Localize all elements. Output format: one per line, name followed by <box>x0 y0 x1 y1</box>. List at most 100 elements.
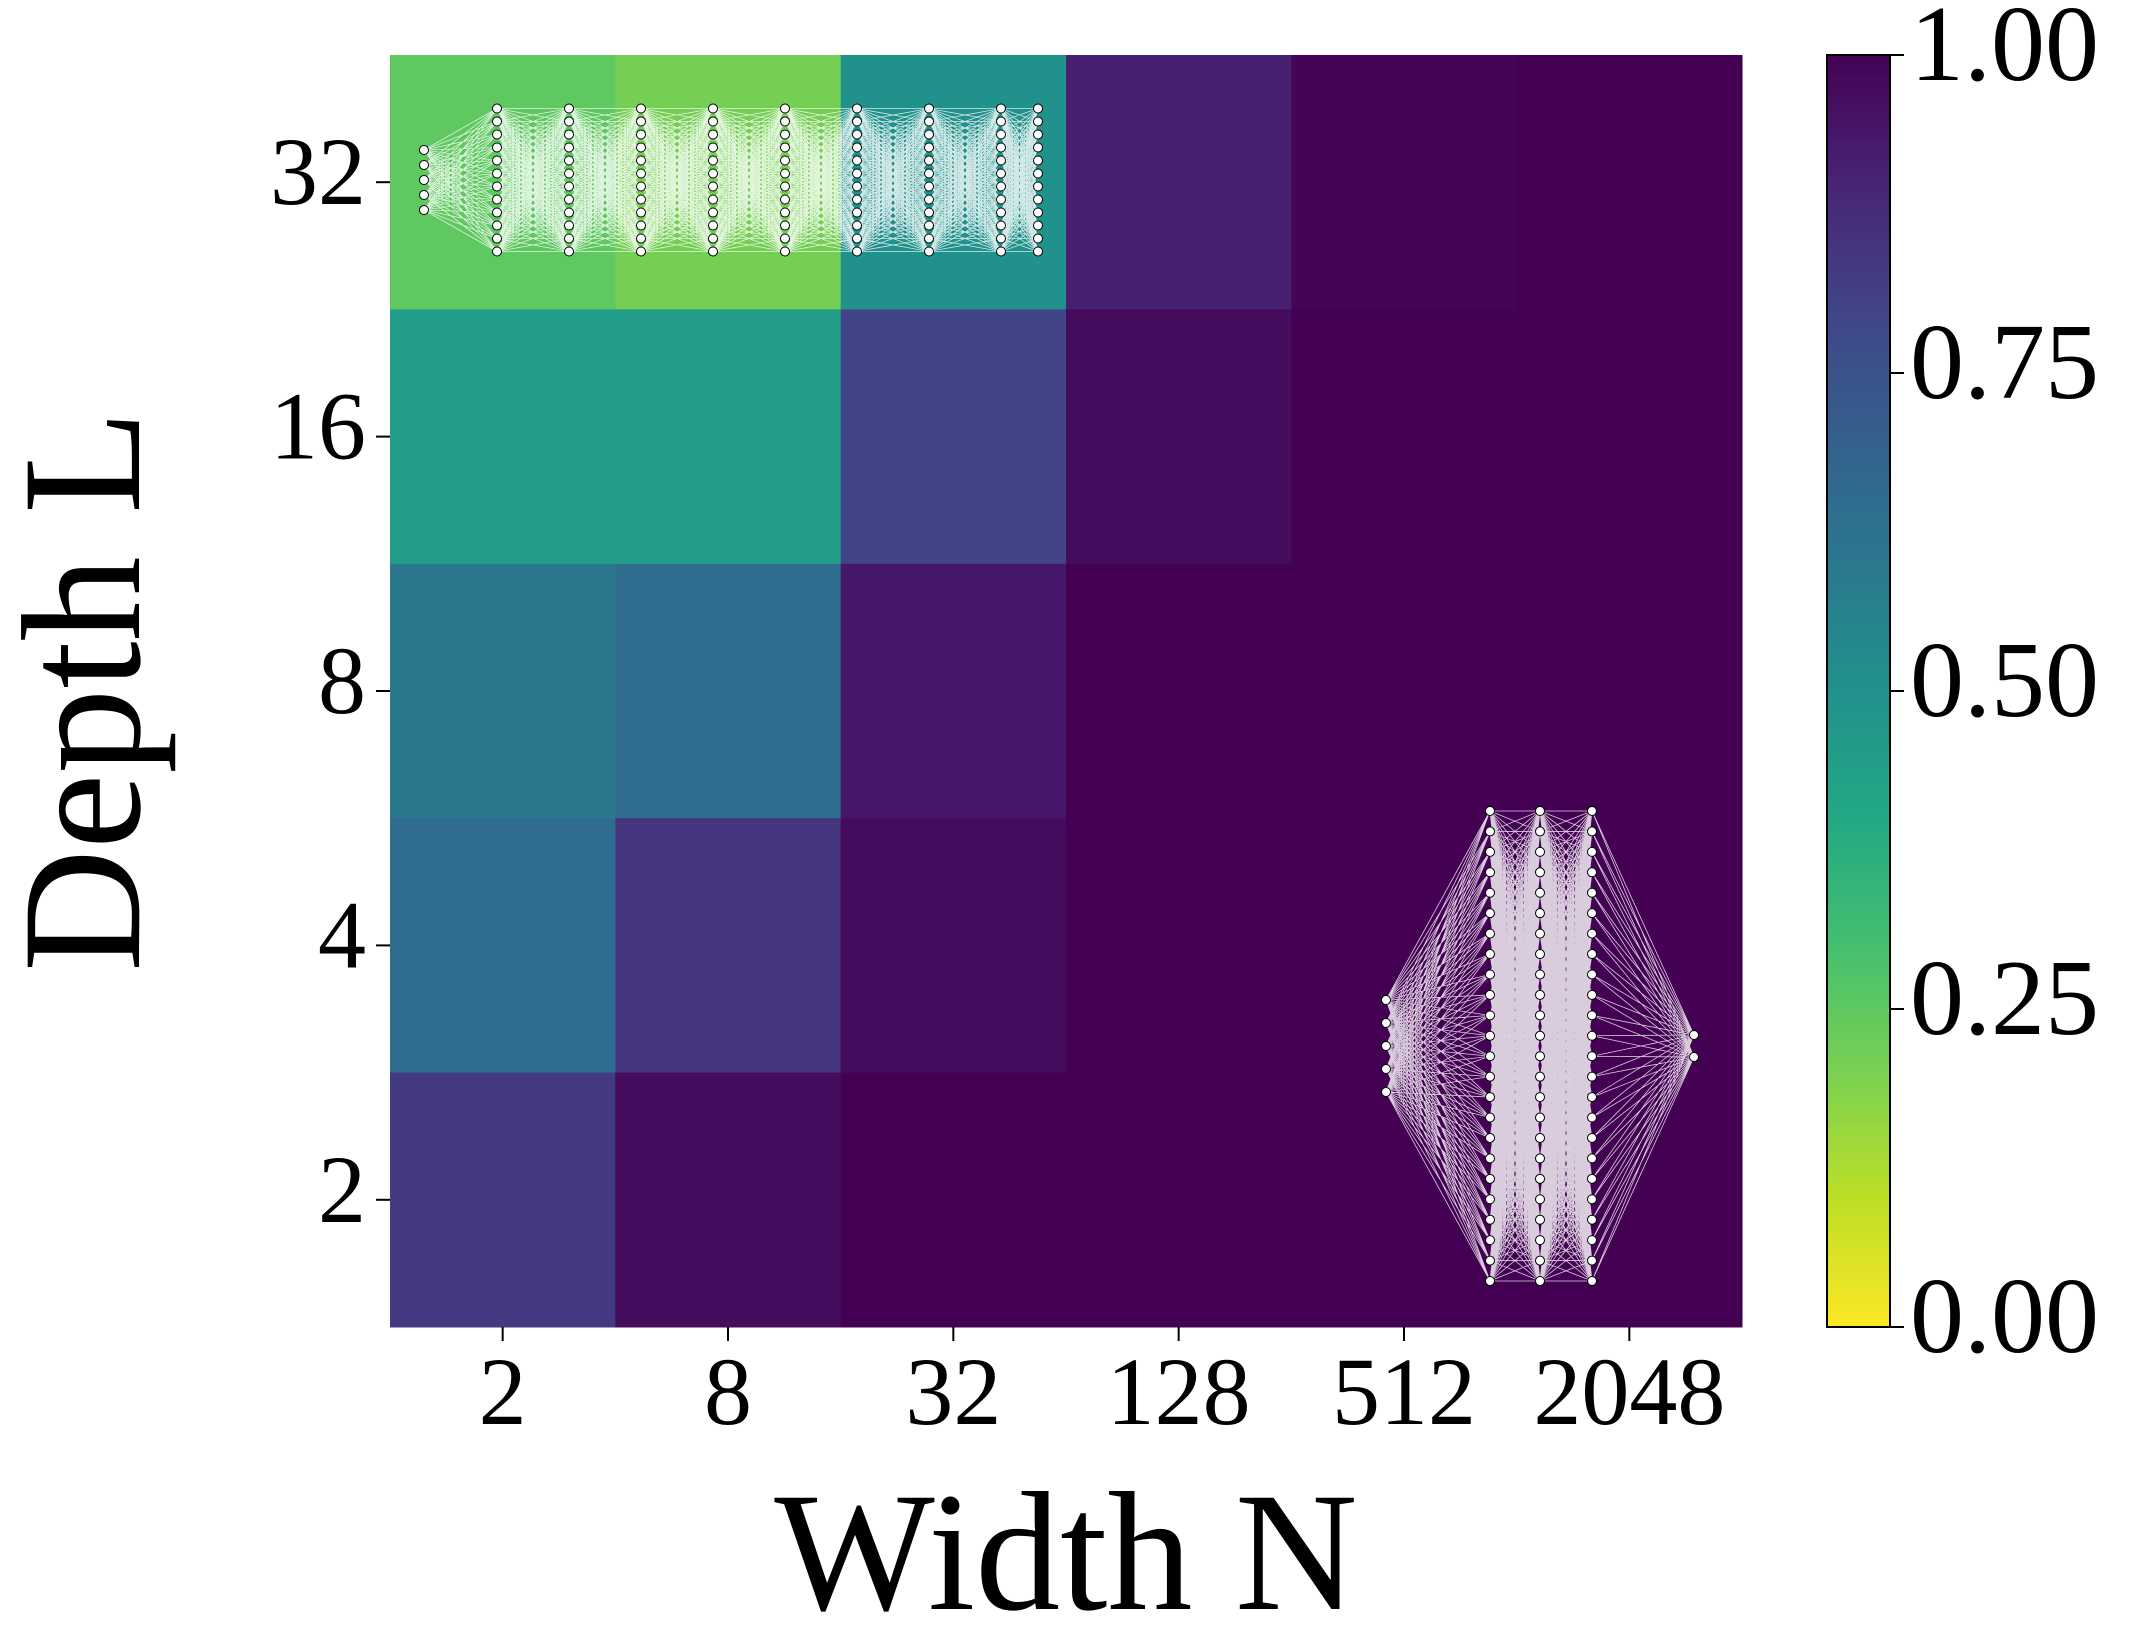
network-node <box>636 142 646 153</box>
network-node <box>924 168 934 179</box>
network-node <box>1587 1255 1597 1266</box>
network-node <box>1033 181 1043 192</box>
network-node <box>1535 1132 1545 1143</box>
network-node <box>1535 1051 1545 1062</box>
network-node <box>708 129 718 140</box>
network-node <box>924 129 934 140</box>
network-node <box>1485 969 1495 980</box>
network-node <box>1587 826 1597 837</box>
network-node <box>419 145 429 155</box>
network-node <box>852 233 862 244</box>
network-node <box>996 233 1006 244</box>
cell <box>1291 563 1518 819</box>
network-node <box>636 116 646 127</box>
network-node <box>1535 1030 1545 1041</box>
cell <box>390 563 616 819</box>
network-node <box>1587 1276 1597 1286</box>
network-node <box>780 220 790 231</box>
network-node <box>1587 1235 1597 1246</box>
network-node <box>1689 1052 1699 1062</box>
network-node <box>1535 1194 1545 1205</box>
network-node <box>564 181 574 192</box>
network-node <box>1033 129 1043 140</box>
network-node <box>564 207 574 218</box>
heatmap <box>390 55 1743 1328</box>
y-axis-label: Depth L <box>0 410 176 972</box>
network-node <box>636 207 646 218</box>
network-node <box>419 205 429 215</box>
colorbar-tick-label: 0.00 <box>1910 1257 2099 1376</box>
network-node <box>1485 1010 1495 1021</box>
network-node <box>924 246 934 257</box>
network-node <box>1535 949 1545 960</box>
network-node <box>564 220 574 231</box>
network-node <box>1587 887 1597 898</box>
network-node <box>1535 969 1545 980</box>
network-node <box>1485 1255 1495 1266</box>
network-node <box>564 116 574 127</box>
network-node <box>1587 1051 1597 1062</box>
network-node <box>492 207 502 218</box>
network-node <box>1535 1153 1545 1164</box>
network-node <box>1381 995 1391 1005</box>
network-node <box>564 233 574 244</box>
network-node <box>708 194 718 205</box>
network-node <box>780 103 790 114</box>
cell <box>615 818 842 1074</box>
network-node <box>1485 846 1495 857</box>
network-node <box>924 181 934 192</box>
y-tick-label: 2 <box>318 1136 366 1243</box>
network-node <box>852 168 862 179</box>
network-node <box>1485 1153 1495 1164</box>
network-node <box>996 246 1006 257</box>
network-node <box>996 103 1006 114</box>
cell <box>1066 309 1292 565</box>
network-illustration <box>419 103 1699 1286</box>
network-node <box>564 155 574 166</box>
network-node <box>1535 887 1545 898</box>
y-tick-label: 32 <box>270 118 366 225</box>
cell <box>390 818 616 1074</box>
colorbar <box>1826 54 1891 1328</box>
network-node <box>1033 142 1043 153</box>
network-node <box>1535 1276 1545 1286</box>
network-node <box>636 194 646 205</box>
colorbar-tick-label: 1.00 <box>1910 0 2099 104</box>
network-node <box>1535 1010 1545 1021</box>
network-node <box>780 129 790 140</box>
network-node <box>1587 1153 1597 1164</box>
network-node <box>492 246 502 257</box>
network-node <box>708 168 718 179</box>
network-node <box>1587 969 1597 980</box>
network-node <box>1033 233 1043 244</box>
x-tick-label: 128 <box>1107 1338 1251 1445</box>
cell <box>615 563 842 819</box>
network-node <box>1033 168 1043 179</box>
network-edges <box>1385 810 1695 1282</box>
network-node <box>1587 1071 1597 1082</box>
network-node <box>492 116 502 127</box>
network-node <box>636 129 646 140</box>
network-node <box>1535 806 1545 816</box>
cell <box>1066 55 1292 310</box>
cell <box>390 1072 616 1328</box>
network-node <box>1033 220 1043 231</box>
network-node <box>1535 846 1545 857</box>
network-node <box>1485 1235 1495 1246</box>
network-node <box>1535 1071 1545 1082</box>
network-node <box>996 194 1006 205</box>
network-node <box>996 155 1006 166</box>
network-node <box>852 246 862 257</box>
network-node <box>564 246 574 257</box>
network-node <box>564 103 574 114</box>
axes: 2 8 32 128 512 2048 32 16 8 4 2 0.00 0.25 0.50 0.75 1.0… <box>270 0 2099 1445</box>
x-axis-label: Width N <box>774 1458 1357 1646</box>
cell <box>615 309 842 565</box>
network-node <box>996 168 1006 179</box>
network-node <box>564 194 574 205</box>
network-node <box>1587 928 1597 939</box>
network-node <box>924 207 934 218</box>
network-node <box>1485 867 1495 878</box>
network-node <box>1485 908 1495 919</box>
